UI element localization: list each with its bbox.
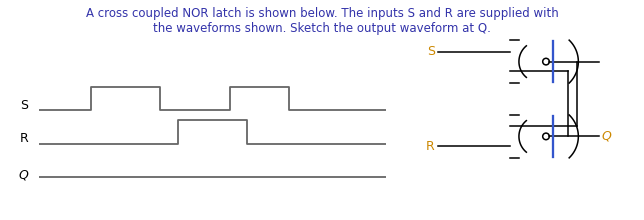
- Text: A cross coupled NOR latch is shown below. The inputs S and R are supplied with
t: A cross coupled NOR latch is shown below…: [86, 7, 558, 35]
- Text: R: R: [426, 140, 435, 153]
- Text: R: R: [19, 132, 28, 145]
- Text: Q: Q: [601, 130, 611, 143]
- Text: S: S: [20, 99, 28, 112]
- Text: Q: Q: [18, 169, 28, 182]
- Text: S: S: [427, 45, 435, 58]
